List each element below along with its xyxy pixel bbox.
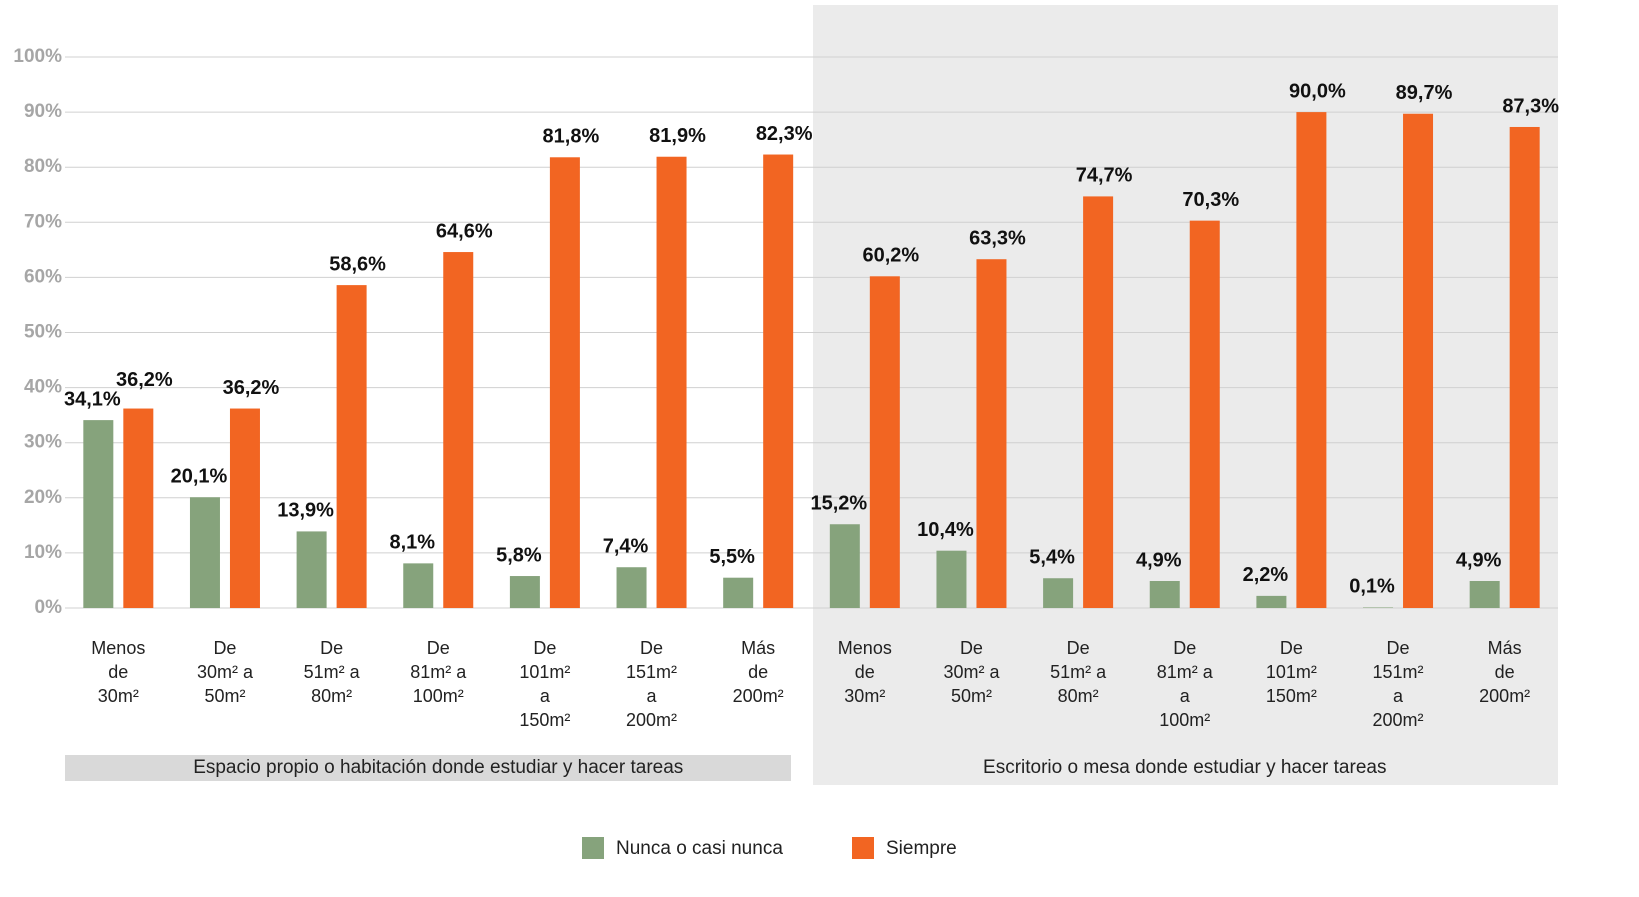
y-tick-label: 40% xyxy=(24,377,62,398)
data-label: 15,2% xyxy=(810,493,867,515)
bar xyxy=(1043,578,1074,608)
data-label: 81,9% xyxy=(649,125,706,147)
bar xyxy=(723,577,754,608)
group-label: Escritorio o mesa donde estudiar y hacer… xyxy=(983,757,1387,778)
data-label: 82,3% xyxy=(756,123,813,145)
data-label: 5,4% xyxy=(1029,547,1075,569)
x-tick-label: Menos de 30m² xyxy=(91,638,146,706)
group-background xyxy=(813,5,1558,785)
bar xyxy=(869,276,900,608)
bar xyxy=(936,550,967,608)
group-label: Espacio propio o habitación donde estudi… xyxy=(193,757,684,778)
bar xyxy=(1189,220,1220,608)
bar xyxy=(1149,581,1180,608)
x-tick-label: De 30m² a 50m² xyxy=(196,638,253,706)
bar xyxy=(1256,595,1287,608)
bar xyxy=(656,156,687,608)
bar xyxy=(296,531,327,608)
data-label: 36,2% xyxy=(223,377,280,399)
bar xyxy=(1083,196,1114,608)
bar xyxy=(616,567,647,608)
bar xyxy=(403,563,434,608)
legend-swatch xyxy=(852,837,874,859)
x-tick-label: De 101m² 150m² xyxy=(1265,638,1317,706)
bar xyxy=(1469,581,1500,608)
bar xyxy=(189,497,220,608)
legend-label: Siempre xyxy=(886,838,957,859)
x-tick-label: Menos de 30m² xyxy=(837,638,892,706)
data-label: 58,6% xyxy=(329,253,386,275)
group-label-background xyxy=(65,755,791,781)
y-tick-label: 70% xyxy=(24,211,62,232)
bar xyxy=(1296,112,1327,608)
x-tick-label: De 151m² a 200m² xyxy=(1372,638,1424,730)
y-tick-label: 80% xyxy=(24,156,62,177)
data-label: 7,4% xyxy=(603,536,649,558)
y-tick-label: 20% xyxy=(24,487,62,508)
y-tick-label: 0% xyxy=(35,597,63,618)
bar xyxy=(509,576,540,608)
x-tick-label: De 51m² a 80m² xyxy=(1050,638,1107,706)
data-label: 90,0% xyxy=(1289,80,1346,102)
data-label: 64,6% xyxy=(436,220,493,242)
y-tick-label: 50% xyxy=(24,322,62,343)
x-tick-label: De 101m² a 150m² xyxy=(519,638,571,730)
data-label: 5,5% xyxy=(709,546,755,568)
bar xyxy=(1509,126,1540,609)
bar xyxy=(229,408,260,608)
data-label: 36,2% xyxy=(116,369,173,391)
bar xyxy=(976,259,1007,608)
bar xyxy=(829,524,860,608)
data-label: 5,8% xyxy=(496,544,542,566)
x-tick-label: Más de 200m² xyxy=(1479,638,1531,706)
data-label: 74,7% xyxy=(1076,165,1133,187)
bar xyxy=(1403,113,1434,609)
data-label: 10,4% xyxy=(917,519,974,541)
x-tick-label: De 30m² a 50m² xyxy=(943,638,1000,706)
bar xyxy=(123,408,154,608)
data-label: 20,1% xyxy=(171,466,228,488)
x-tick-label: De 81m² a 100m² xyxy=(410,638,467,706)
bar xyxy=(83,420,114,608)
bar xyxy=(763,154,794,609)
data-label: 70,3% xyxy=(1182,189,1239,211)
legend-label: Nunca o casi nunca xyxy=(616,838,783,859)
data-label: 63,3% xyxy=(969,227,1026,249)
data-label: 60,2% xyxy=(862,245,919,267)
x-tick-label: De 51m² a 80m² xyxy=(303,638,360,706)
data-label: 4,9% xyxy=(1136,549,1182,571)
data-label: 8,1% xyxy=(389,532,435,554)
bar xyxy=(443,252,474,608)
y-tick-label: 10% xyxy=(24,542,62,563)
bar xyxy=(1363,607,1394,608)
data-label: 4,9% xyxy=(1456,549,1502,571)
data-label: 89,7% xyxy=(1396,82,1453,104)
data-label: 0,1% xyxy=(1349,576,1395,598)
data-label: 81,8% xyxy=(543,126,600,148)
y-tick-label: 60% xyxy=(24,266,62,287)
legend-swatch xyxy=(582,837,604,859)
data-label: 2,2% xyxy=(1243,564,1289,586)
x-tick-label: De 151m² a 200m² xyxy=(626,638,678,730)
data-label: 87,3% xyxy=(1502,95,1559,117)
y-tick-label: 30% xyxy=(24,432,62,453)
y-tick-label: 90% xyxy=(24,101,62,122)
y-tick-label: 100% xyxy=(13,46,62,67)
data-label: 34,1% xyxy=(64,388,121,410)
x-tick-label: Más de 200m² xyxy=(732,638,784,706)
bar xyxy=(549,157,580,609)
bar xyxy=(336,285,367,608)
x-tick-label: De 81m² a a 100m² xyxy=(1156,638,1213,730)
data-label: 13,9% xyxy=(277,500,334,522)
